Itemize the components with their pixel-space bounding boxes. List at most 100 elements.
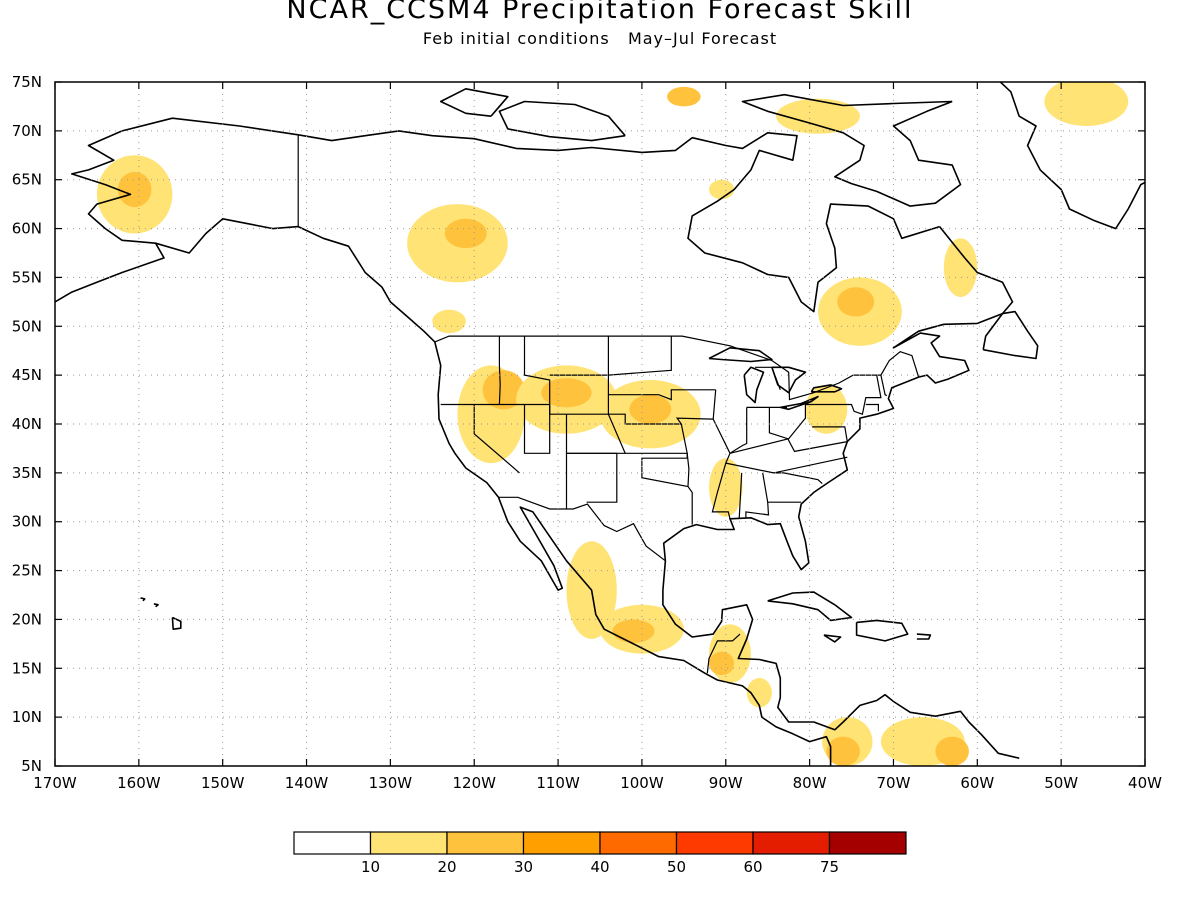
skill-region xyxy=(117,171,152,208)
legend-label: 40 xyxy=(590,858,609,876)
skill-region xyxy=(1044,82,1129,126)
great-lake xyxy=(810,384,843,393)
skill-region xyxy=(826,736,860,766)
lat-tick-label: 75N xyxy=(12,73,42,91)
skill-region xyxy=(943,238,978,297)
lon-tick-label: 120W xyxy=(452,774,496,792)
great-lake xyxy=(780,395,819,411)
coastline xyxy=(140,597,146,602)
lon-tick-label: 160W xyxy=(117,774,161,792)
political-border xyxy=(711,389,731,519)
political-border xyxy=(725,456,848,474)
coastline xyxy=(662,226,1014,571)
skill-region xyxy=(746,678,772,708)
coastline xyxy=(155,218,436,343)
great-lake xyxy=(771,366,807,394)
legend-swatch xyxy=(828,831,907,855)
skill-region xyxy=(432,309,466,334)
skill-region xyxy=(837,287,875,317)
political-border xyxy=(498,496,666,562)
legend-swatch xyxy=(752,831,831,855)
lat-tick-label: 65N xyxy=(12,171,42,189)
skill-region xyxy=(541,378,592,408)
legend-swatch xyxy=(522,831,601,855)
coastline xyxy=(855,619,909,642)
political-border xyxy=(549,336,672,376)
legend-swatch xyxy=(599,831,678,855)
color-legend: 10 20 30 40 50 60 75 xyxy=(293,831,907,876)
political-border xyxy=(865,403,880,412)
political-border xyxy=(805,374,882,415)
lon-tick-label: 50W xyxy=(1044,774,1078,792)
coastline xyxy=(439,88,509,117)
legend-swatch xyxy=(369,831,448,855)
political-border xyxy=(625,452,693,525)
coastline xyxy=(999,82,1145,230)
lat-tick-label: 70N xyxy=(12,122,42,140)
political-border xyxy=(565,414,618,503)
lat-tick-label: 25N xyxy=(12,562,42,580)
lon-tick-label: 70W xyxy=(877,774,911,792)
coastline xyxy=(662,560,1020,759)
lat-tick-label: 20N xyxy=(12,610,42,628)
political-border xyxy=(729,407,748,454)
legend-label: 60 xyxy=(743,858,762,876)
skill-region xyxy=(444,218,487,249)
legend-label: 75 xyxy=(820,858,839,876)
coastline xyxy=(55,117,299,303)
skill-region xyxy=(935,736,969,766)
lat-tick-label: 40N xyxy=(12,415,42,433)
political-border xyxy=(738,472,743,519)
coastline xyxy=(171,616,182,631)
legend-label: 50 xyxy=(667,858,686,876)
legend-swatch xyxy=(675,831,754,855)
chart-subtitle: Feb initial conditions May–Jul Forecast xyxy=(422,29,778,48)
chart-title: NCAR_CCSM4 Precipitation Forecast Skill xyxy=(286,0,914,25)
lat-tick-label: 10N xyxy=(12,708,42,726)
lon-tick-label: 150W xyxy=(201,774,245,792)
coastline xyxy=(153,603,159,608)
political-border xyxy=(773,472,823,485)
great-lake xyxy=(708,346,773,363)
legend-swatch xyxy=(293,831,372,855)
skill-region xyxy=(709,651,735,676)
lon-tick-label: 110W xyxy=(536,774,580,792)
coastline xyxy=(434,341,832,766)
political-border xyxy=(812,426,848,442)
lat-tick-label: 15N xyxy=(12,659,42,677)
skill-region xyxy=(482,370,525,410)
legend-swatch xyxy=(446,831,525,855)
political-border xyxy=(680,423,690,487)
political-border xyxy=(880,374,888,397)
coastline xyxy=(916,633,932,640)
lat-tick-label: 45N xyxy=(12,366,42,384)
skill-region xyxy=(709,179,735,200)
great-lake xyxy=(743,366,765,404)
political-border xyxy=(706,633,741,674)
political-border xyxy=(745,472,770,518)
political-border xyxy=(434,335,920,401)
lon-tick-label: 60W xyxy=(960,774,994,792)
political-border xyxy=(473,404,520,474)
lon-tick-label: 170W xyxy=(33,774,77,792)
grid-layer xyxy=(55,82,1145,766)
lon-tick-label: 90W xyxy=(709,774,743,792)
lat-tick-label: 60N xyxy=(12,220,42,238)
coastline xyxy=(982,310,1039,360)
skill-region xyxy=(667,86,701,107)
lon-tick-label: 100W xyxy=(620,774,664,792)
coastline xyxy=(741,93,962,207)
skill-region xyxy=(776,98,860,134)
lon-tick-label: 40W xyxy=(1128,774,1162,792)
coastline xyxy=(823,634,842,643)
coastline xyxy=(498,100,626,142)
lat-tick-label: 55N xyxy=(12,268,42,286)
lon-tick-label: 130W xyxy=(369,774,413,792)
coastline xyxy=(767,591,853,622)
legend-label: 10 xyxy=(361,858,380,876)
coastline-layer xyxy=(55,82,1145,766)
legend-label: 20 xyxy=(437,858,456,876)
political-border xyxy=(523,336,551,454)
coastline xyxy=(298,130,940,313)
